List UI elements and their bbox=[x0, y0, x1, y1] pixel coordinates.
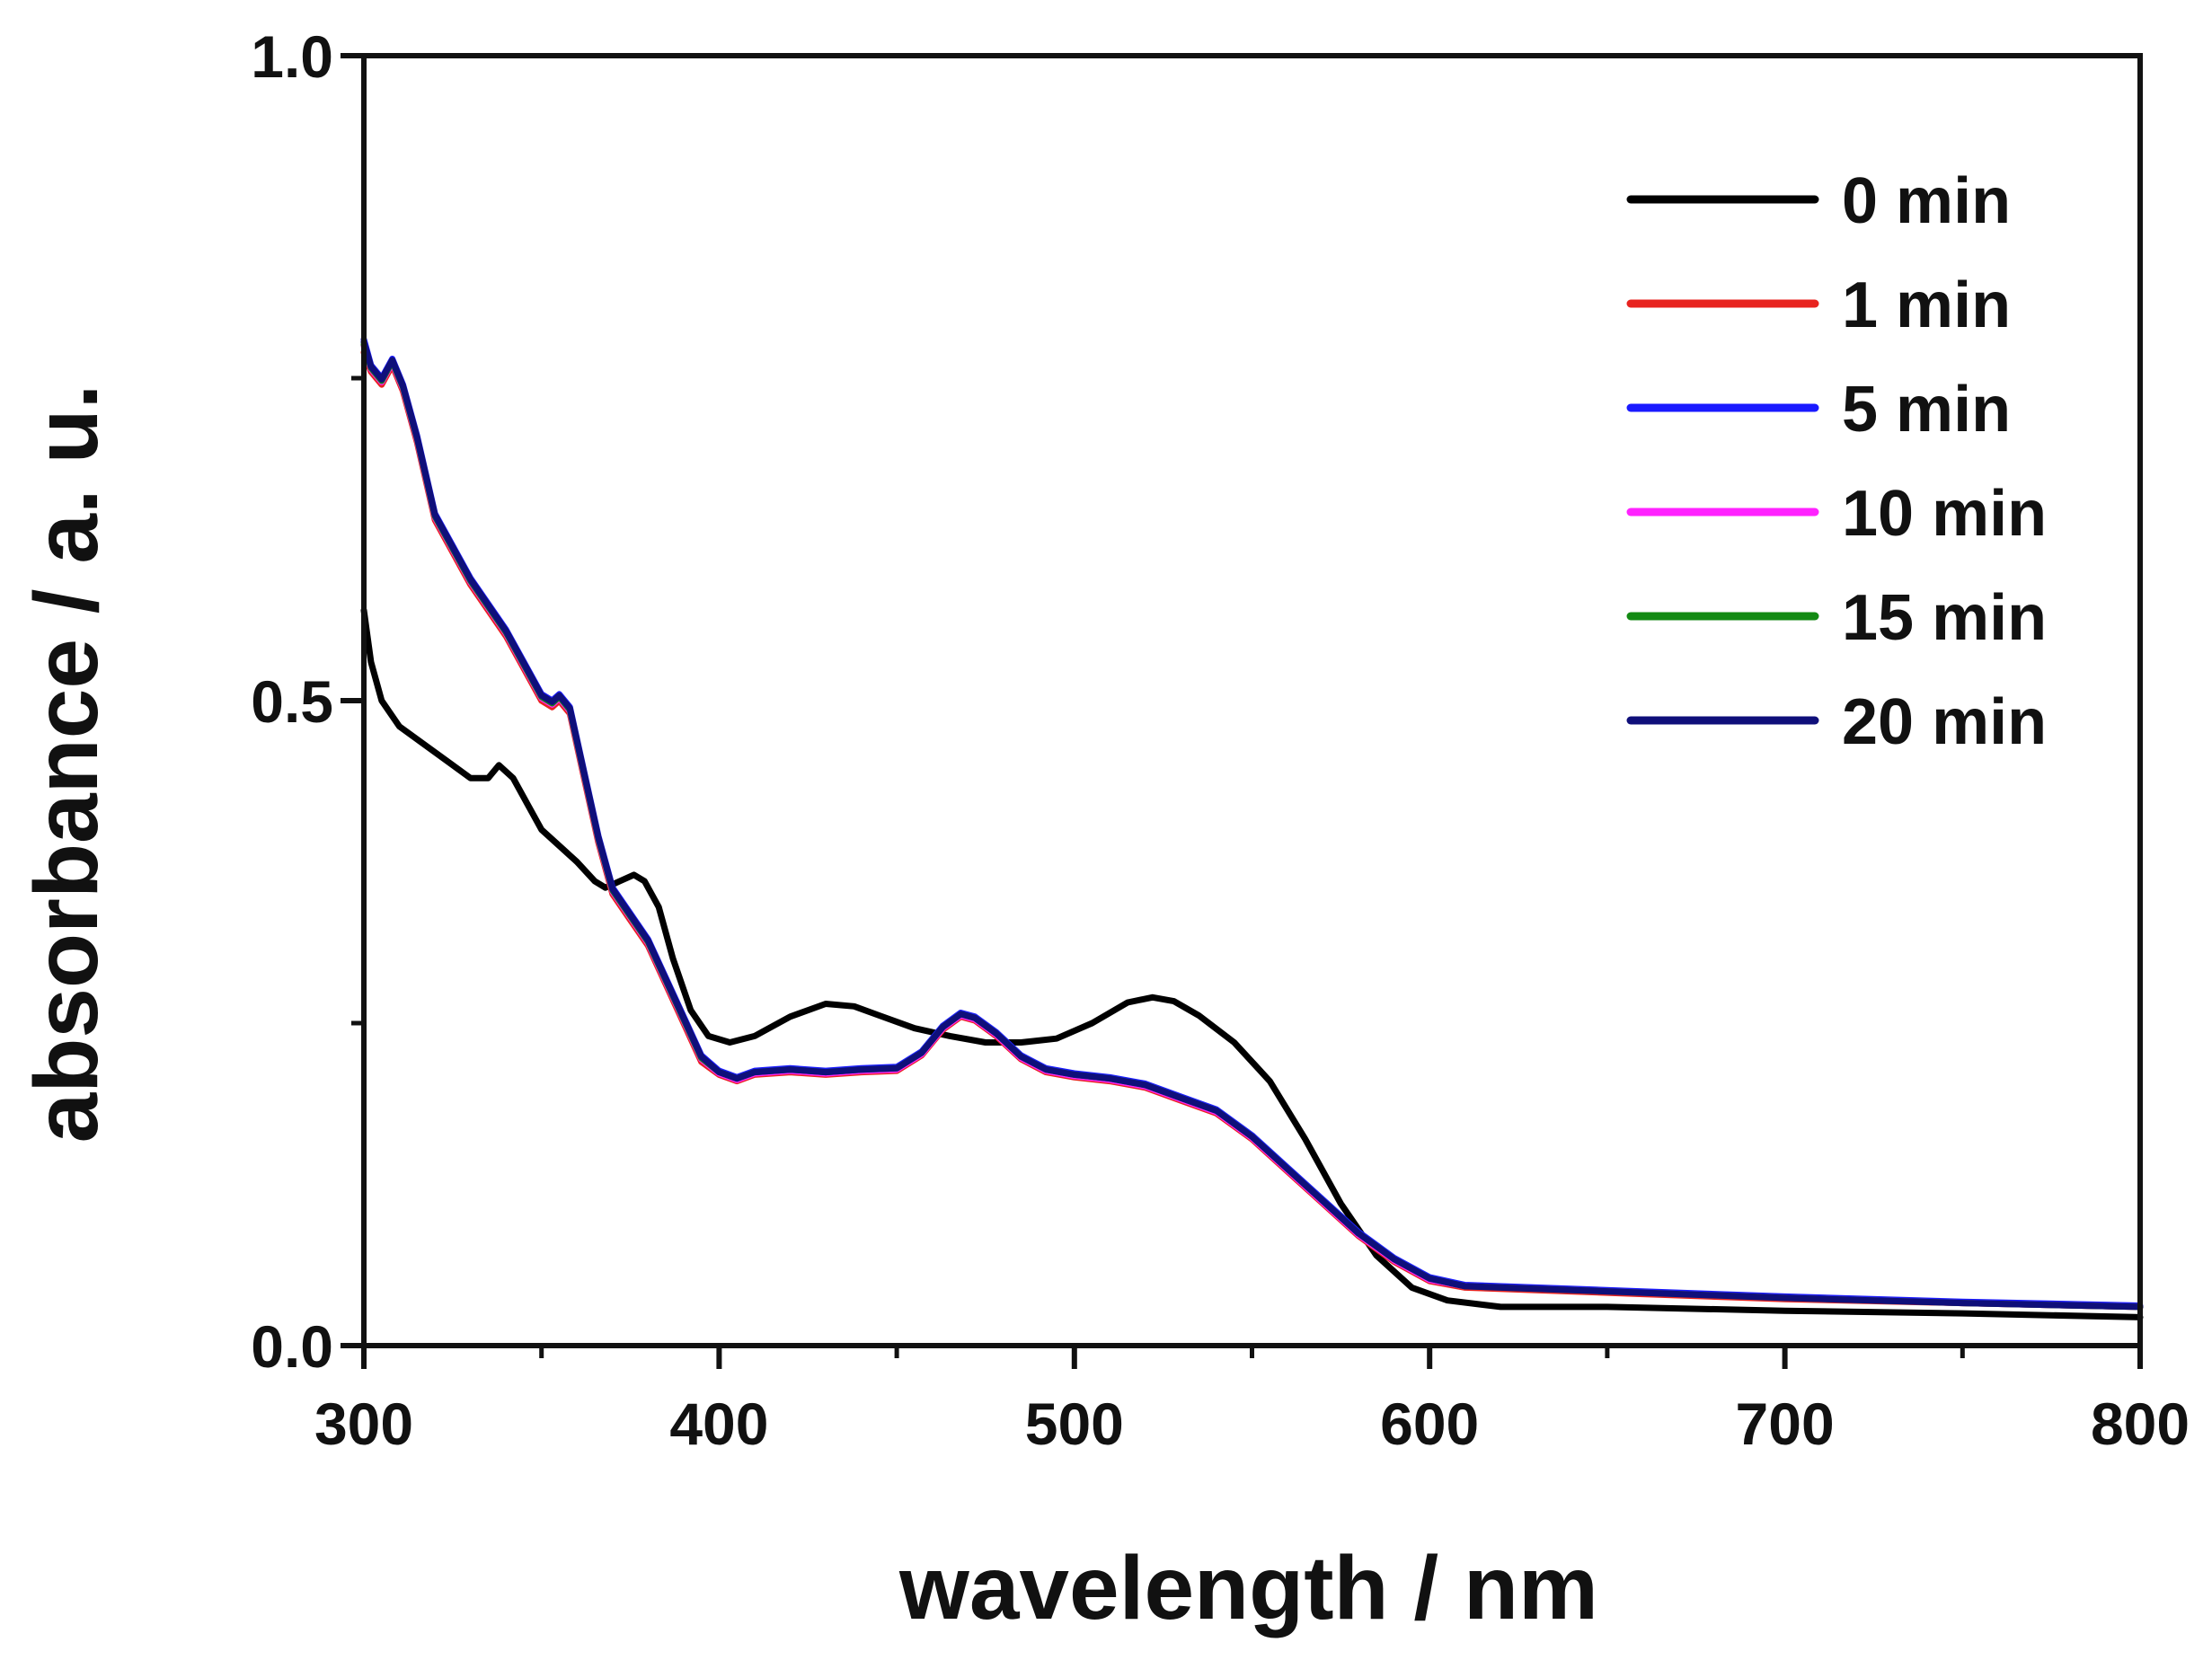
series-line-20-min bbox=[360, 339, 2144, 1311]
tick-layer: 300 400 500 600 700 800 0.0 0.5 1.0 bbox=[251, 23, 2190, 1457]
legend-label: 20 min bbox=[1842, 686, 2047, 758]
y-tick-label: 0.0 bbox=[251, 1313, 333, 1380]
x-axis-title: wavelength / nm bbox=[898, 1538, 1598, 1638]
y-tick-label: 1.0 bbox=[251, 23, 333, 90]
y-axis-title: absorbance / a. u. bbox=[16, 384, 117, 1143]
series-line-0-min bbox=[360, 607, 2144, 1320]
x-tick-label: 300 bbox=[314, 1391, 413, 1457]
x-tick-label: 500 bbox=[1025, 1391, 1124, 1457]
x-tick-label: 400 bbox=[669, 1391, 768, 1457]
x-tick-label: 700 bbox=[1736, 1391, 1835, 1457]
x-tick-label: 600 bbox=[1380, 1391, 1479, 1457]
series-layer bbox=[360, 336, 2144, 1320]
legend-label: 0 min bbox=[1842, 165, 2011, 237]
legend: 0 min 1 min 5 min 10 min 15 min 20 min bbox=[1626, 165, 2047, 758]
legend-label: 5 min bbox=[1842, 374, 2011, 446]
legend-label: 15 min bbox=[1842, 582, 2047, 654]
legend-label: 1 min bbox=[1842, 269, 2011, 341]
x-tick-label: 800 bbox=[2091, 1391, 2190, 1457]
legend-label: 10 min bbox=[1842, 478, 2047, 550]
y-tick-label: 0.5 bbox=[251, 668, 333, 735]
